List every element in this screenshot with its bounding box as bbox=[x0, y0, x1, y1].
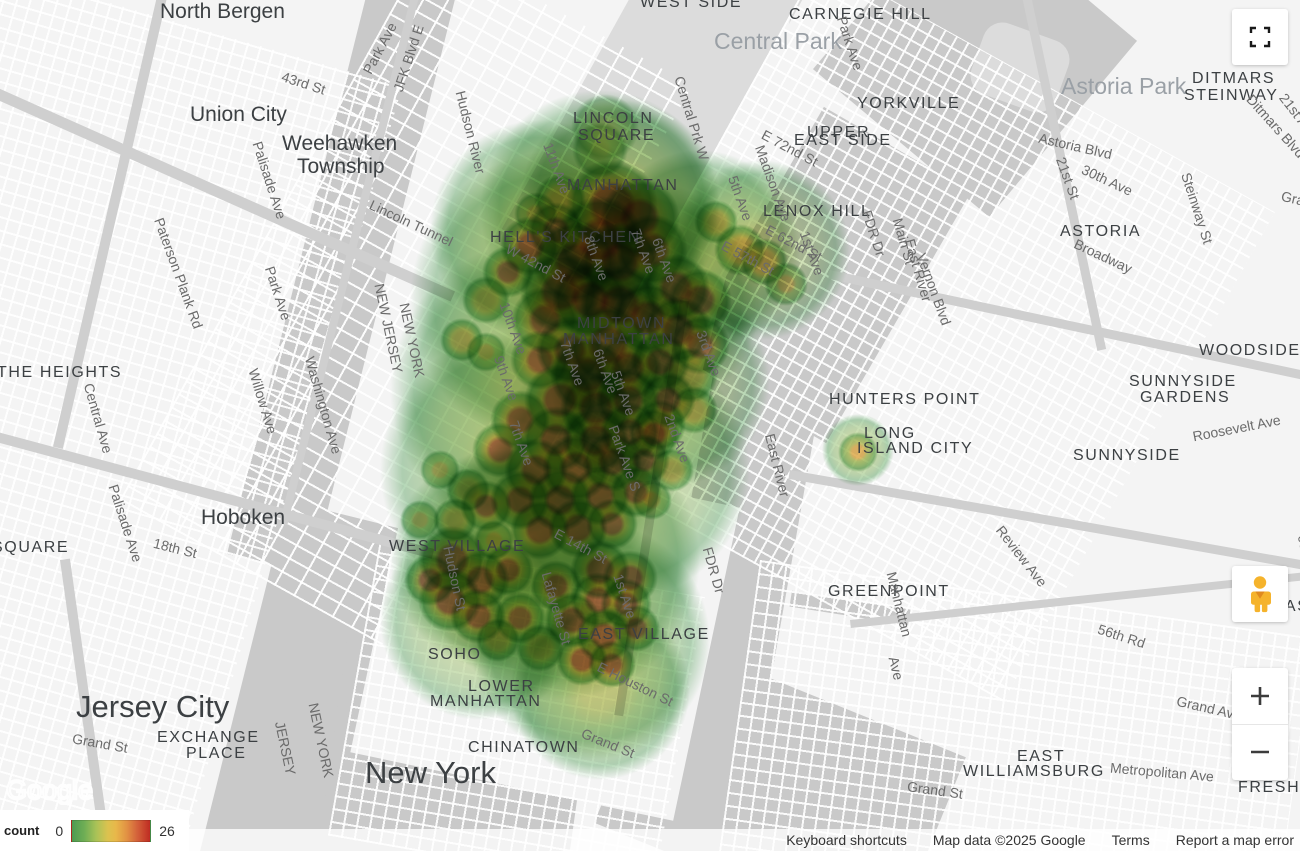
downtown-street-grid bbox=[327, 540, 705, 851]
zoom-in-button[interactable] bbox=[1232, 668, 1288, 725]
legend-body: 0 26 bbox=[45, 810, 189, 851]
legend-min-value: 0 bbox=[55, 822, 64, 839]
terms-link[interactable]: Terms bbox=[1111, 832, 1150, 848]
legend-color-bar bbox=[71, 819, 152, 842]
zoom-out-button[interactable] bbox=[1232, 725, 1288, 781]
legend-title: count bbox=[4, 823, 40, 838]
fullscreen-icon bbox=[1249, 26, 1271, 48]
zoom-controls bbox=[1232, 668, 1288, 780]
minus-icon bbox=[1251, 750, 1269, 754]
legend-max-value: 26 bbox=[159, 822, 175, 839]
street-view-pegman-button[interactable] bbox=[1232, 566, 1288, 622]
map-data-copyright: Map data ©2025 Google bbox=[932, 832, 1086, 848]
pegman-icon bbox=[1251, 576, 1271, 613]
legend-title-box: count bbox=[0, 810, 46, 851]
report-map-error-link[interactable]: Report a map error bbox=[1175, 832, 1294, 848]
fullscreen-button[interactable] bbox=[1232, 9, 1288, 65]
keyboard-shortcuts-link[interactable]: Keyboard shortcuts bbox=[786, 832, 907, 848]
plus-icon bbox=[1251, 686, 1269, 705]
map-attribution-bar: Keyboard shortcuts Map data ©2025 Google… bbox=[0, 829, 1300, 851]
heatmap-legend: count 0 26 bbox=[0, 810, 189, 851]
